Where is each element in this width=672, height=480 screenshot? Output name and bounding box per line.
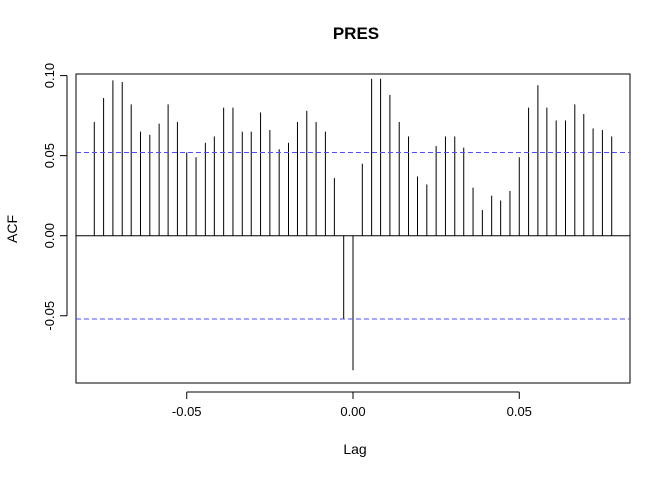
plot-frame (75, 73, 631, 384)
y-tick-label: -0.05 (42, 301, 57, 331)
x-tick-label: 0.00 (340, 404, 365, 419)
y-axis-label: ACF (4, 215, 20, 243)
y-axis: -0.05 0.00 0.05 0.10 (42, 63, 68, 331)
x-axis: -0.05 0.00 0.05 (172, 391, 532, 419)
y-tick-label: 0.00 (42, 223, 57, 248)
x-tick-label: -0.05 (172, 404, 202, 419)
y-tick-label: 0.10 (42, 63, 57, 88)
x-axis-label: Lag (343, 441, 366, 457)
acf-bars (93, 78, 613, 371)
chart-title: PRES (333, 24, 379, 43)
y-tick-label: 0.05 (42, 143, 57, 168)
x-tick-label: 0.05 (507, 404, 532, 419)
